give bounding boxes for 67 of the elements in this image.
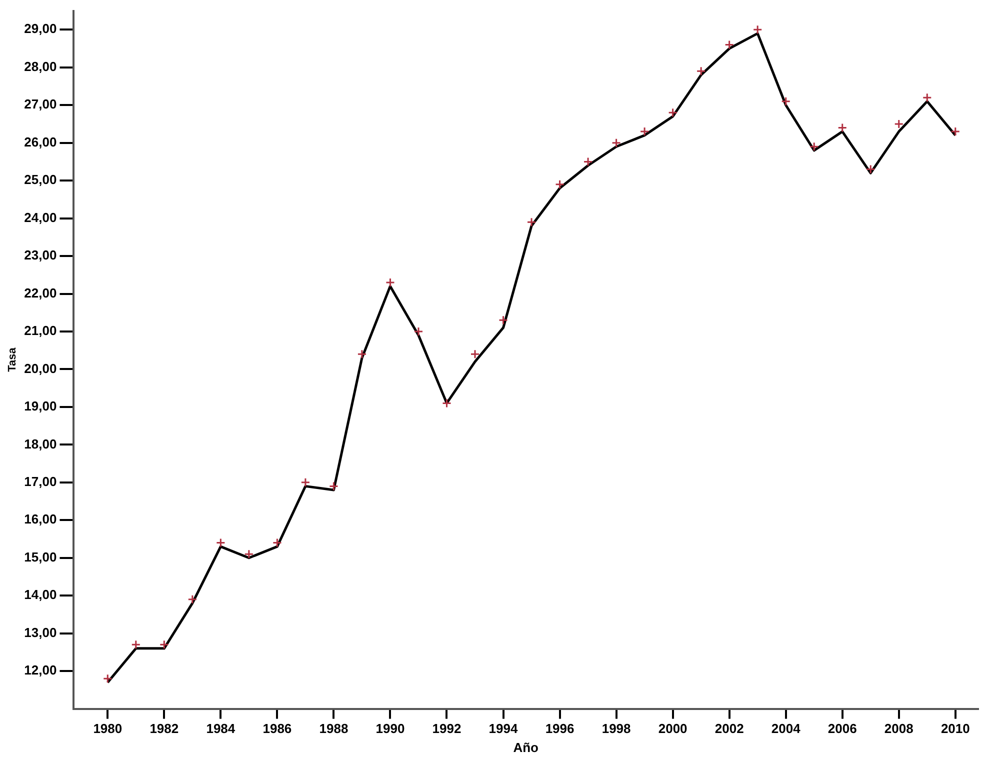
point xyxy=(724,40,734,50)
point xyxy=(131,640,141,650)
point xyxy=(159,640,169,650)
point xyxy=(922,92,932,102)
x-tick-label: 1980 xyxy=(93,721,122,736)
point xyxy=(752,24,762,34)
point xyxy=(385,278,395,288)
x-tick-label: 1986 xyxy=(262,721,292,736)
x-tick-label: 2008 xyxy=(884,721,914,736)
x-tick-label: 1990 xyxy=(376,721,405,736)
point xyxy=(950,126,960,136)
point xyxy=(526,217,536,227)
point xyxy=(640,126,650,136)
y-tick-label: 23,00 xyxy=(24,248,57,263)
point xyxy=(272,538,282,548)
x-tick-label: 1988 xyxy=(319,721,348,736)
point xyxy=(583,156,593,166)
y-axis-title: Tasa xyxy=(6,346,19,372)
y-tick-label: 14,00 xyxy=(24,587,57,602)
y-tick-label: 26,00 xyxy=(24,134,57,150)
point xyxy=(102,674,112,684)
y-tick-label: 24,00 xyxy=(24,210,57,225)
y-tick-label: 25,00 xyxy=(24,172,57,188)
point xyxy=(216,538,226,548)
y-tick-label: 13,00 xyxy=(24,624,57,640)
y-tick-label: 20,00 xyxy=(24,360,57,376)
point xyxy=(357,349,367,359)
y-tick-label: 21,00 xyxy=(24,323,57,338)
point xyxy=(838,123,848,133)
x-tick-label: 1984 xyxy=(206,721,236,736)
x-tick-label: 1994 xyxy=(488,721,518,736)
y-tick-label: 27,00 xyxy=(24,96,57,112)
x-axis-title: Año xyxy=(513,740,539,755)
point xyxy=(328,481,338,491)
y-tick-label: 19,00 xyxy=(24,398,57,414)
point xyxy=(809,142,819,152)
y-tick-label: 12,00 xyxy=(24,662,57,678)
point xyxy=(414,326,424,336)
point xyxy=(470,349,480,359)
x-tick-label: 1992 xyxy=(432,721,462,736)
point xyxy=(696,66,706,76)
point xyxy=(442,398,452,408)
point xyxy=(894,119,904,129)
x-tick-label: 2002 xyxy=(714,721,744,736)
y-tick-label: 17,00 xyxy=(24,474,57,489)
point xyxy=(300,478,310,488)
y-tick-label: 28,00 xyxy=(24,58,57,74)
x-tick-label: 1982 xyxy=(150,721,179,736)
point xyxy=(668,108,678,118)
x-tick-label: 2004 xyxy=(771,721,802,736)
point xyxy=(555,180,565,190)
y-tick-label: 22,00 xyxy=(24,285,57,300)
point xyxy=(188,594,198,604)
x-tick-label: 2006 xyxy=(828,721,857,736)
x-tick-label: 2000 xyxy=(658,721,688,736)
x-tick-label: 2010 xyxy=(940,721,970,736)
y-tick-label: 16,00 xyxy=(24,512,57,527)
y-tick-label: 18,00 xyxy=(24,436,57,452)
y-tick-label: 29,00 xyxy=(24,21,57,36)
point xyxy=(866,164,876,174)
y-tick-label: 15,00 xyxy=(24,549,57,564)
x-tick-label: 1998 xyxy=(602,721,631,736)
point xyxy=(781,96,791,106)
point xyxy=(498,315,508,325)
x-tick-label: 1996 xyxy=(545,721,574,736)
point xyxy=(612,138,622,148)
point xyxy=(244,549,254,559)
